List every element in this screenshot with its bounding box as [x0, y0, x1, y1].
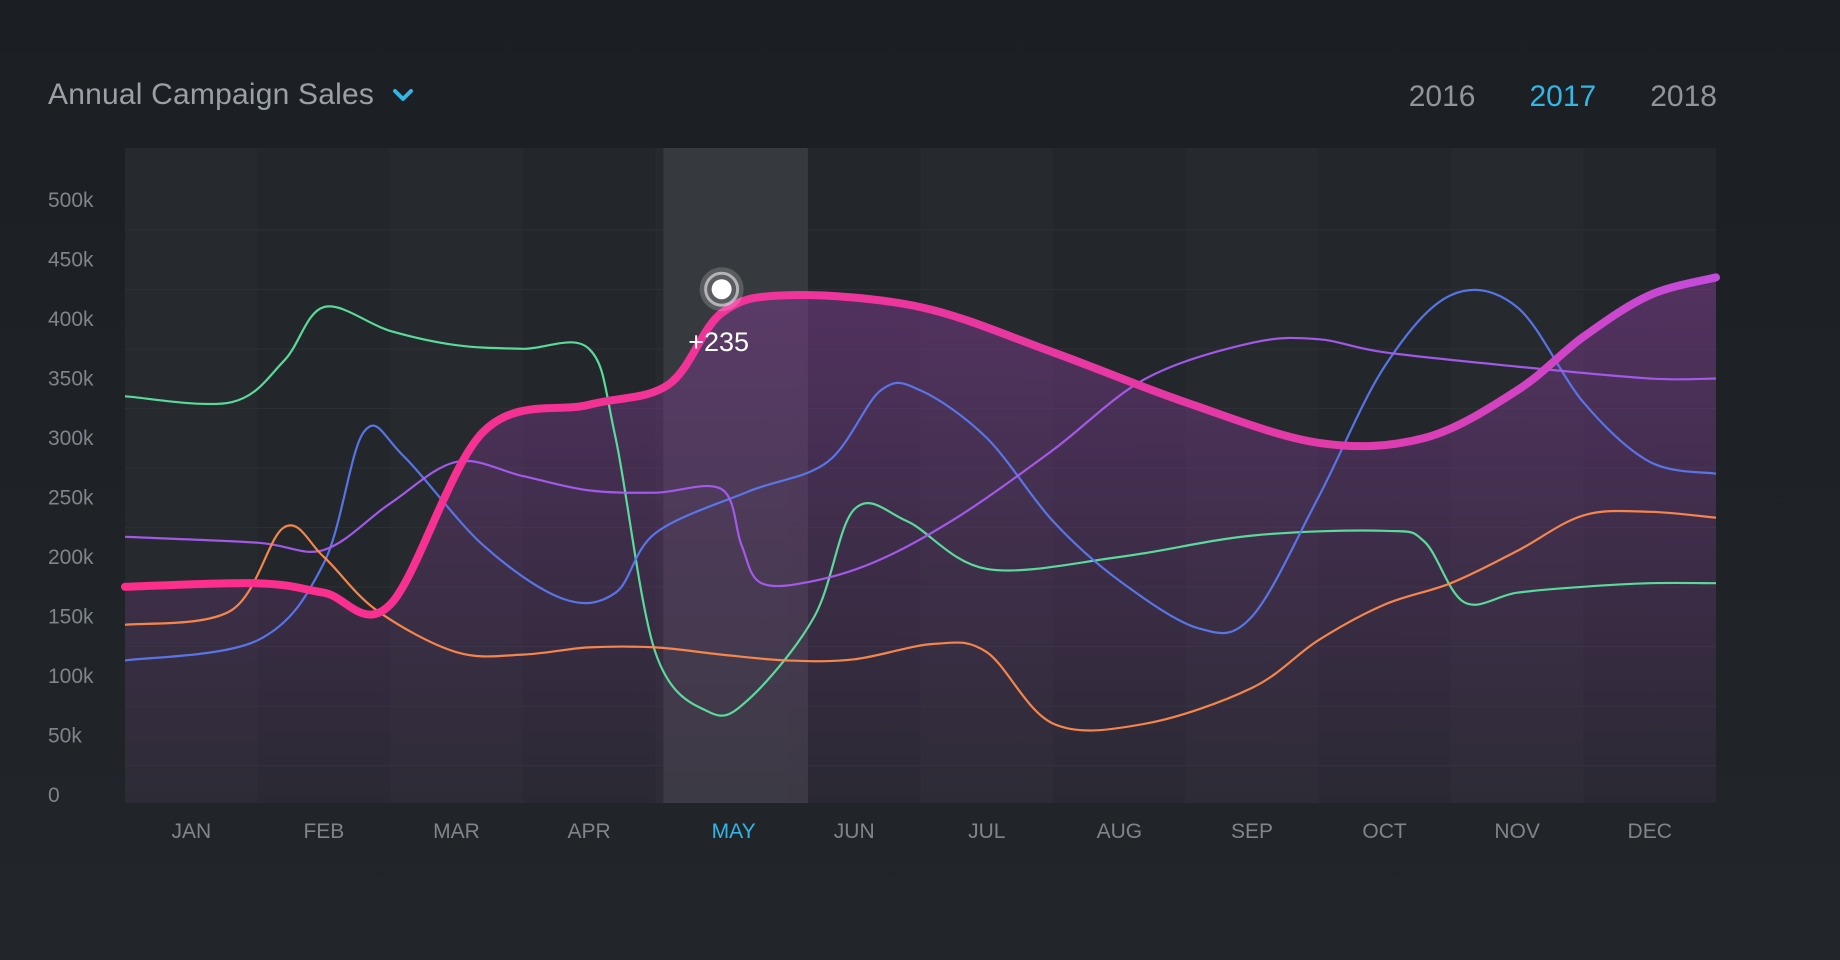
year-tab-2017[interactable]: 2017 [1529, 80, 1597, 113]
y-tick-label: 100k [48, 665, 94, 688]
x-tick-label: AUG [1097, 820, 1143, 843]
chart-title-dropdown[interactable]: Annual Campaign Sales [48, 78, 414, 112]
x-tick-label: JUL [968, 820, 1005, 843]
series-line [124, 509, 1717, 732]
y-tick-label: 250k [48, 487, 94, 510]
y-tick-label: 500k [48, 189, 94, 212]
year-tab-2016[interactable]: 2016 [1408, 80, 1476, 113]
x-tick-label: MAY [712, 820, 756, 843]
x-tick-label: JUN [834, 820, 875, 843]
y-tick-label: 450k [48, 249, 94, 272]
x-axis-ticks: JAN FEB MAR APR MAY JUN JUL AUG SEP OCT NOV DEC [171, 820, 1671, 843]
y-tick-label: 200k [48, 546, 94, 569]
y-tick-label: 150k [48, 606, 94, 629]
x-tick-label: OCT [1362, 820, 1407, 843]
year-tabs: 2016 2017 2018 [1409, 80, 1717, 114]
highlight-value-label: +235 [688, 327, 749, 357]
series-line [124, 336, 1717, 588]
y-axis-ticks: 0 50k 100k 150k 200k 250k 300k 350k 400k 450k 500k [48, 189, 94, 807]
x-tick-label: NOV [1494, 820, 1540, 843]
y-tick-label: 0 [48, 784, 60, 807]
primary-series-line [121, 273, 1720, 619]
series-line [124, 288, 1717, 662]
y-tick-label: 300k [48, 427, 94, 450]
series-lines [124, 288, 1717, 732]
y-tick-label: 50k [48, 725, 82, 748]
x-tick-label: DEC [1628, 820, 1672, 843]
primary-line [121, 273, 1720, 619]
highlight-marker[interactable]: +235 [688, 267, 749, 357]
year-tab-2018[interactable]: 2018 [1650, 80, 1717, 113]
marker-ring [704, 271, 740, 307]
chart-title: Annual Campaign Sales [48, 78, 375, 111]
x-tick-label: SEP [1231, 820, 1273, 843]
x-tick-label: MAR [433, 820, 480, 843]
series-line [124, 305, 1717, 717]
marker-dot[interactable] [711, 279, 732, 300]
x-tick-label: FEB [303, 820, 344, 843]
x-tick-label: JAN [171, 820, 211, 843]
x-tick-label: APR [567, 820, 610, 843]
chevron-down-icon [393, 89, 414, 101]
y-tick-label: 350k [48, 368, 94, 391]
y-tick-label: 400k [48, 308, 94, 331]
